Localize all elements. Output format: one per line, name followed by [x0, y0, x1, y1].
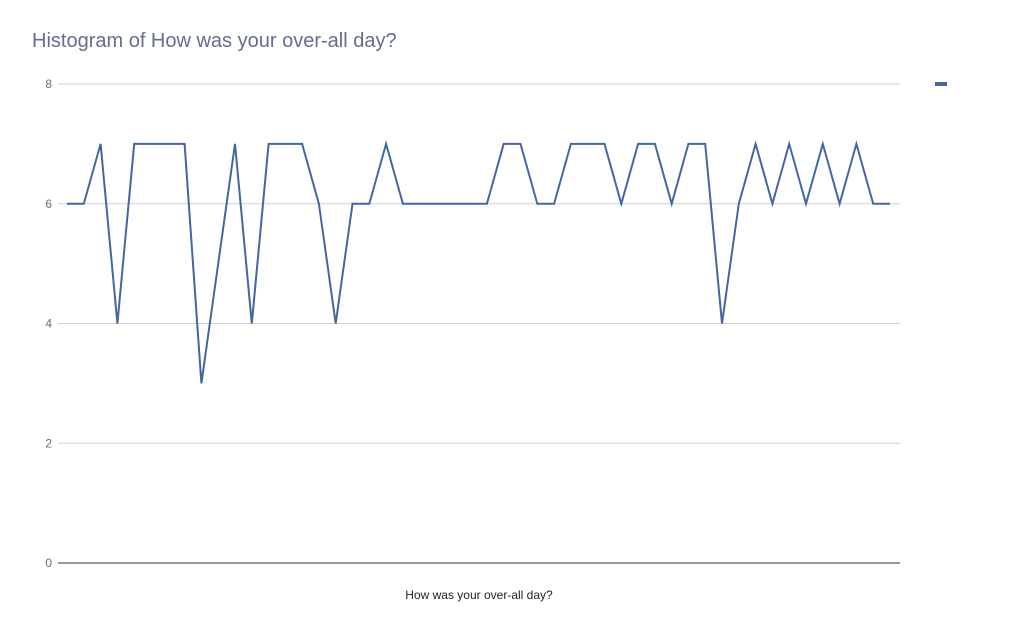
y-tick-label: 6: [45, 197, 52, 211]
legend-series-swatch: [935, 82, 947, 86]
y-tick-label: 8: [45, 77, 52, 91]
chart-title: Histogram of How was your over-all day?: [32, 30, 397, 52]
y-tick-label: 0: [45, 556, 52, 570]
y-tick-label: 4: [45, 317, 52, 331]
y-tick-label: 2: [45, 436, 52, 450]
x-axis-label: How was your over-all day?: [405, 588, 553, 602]
series-line: [67, 140, 890, 384]
